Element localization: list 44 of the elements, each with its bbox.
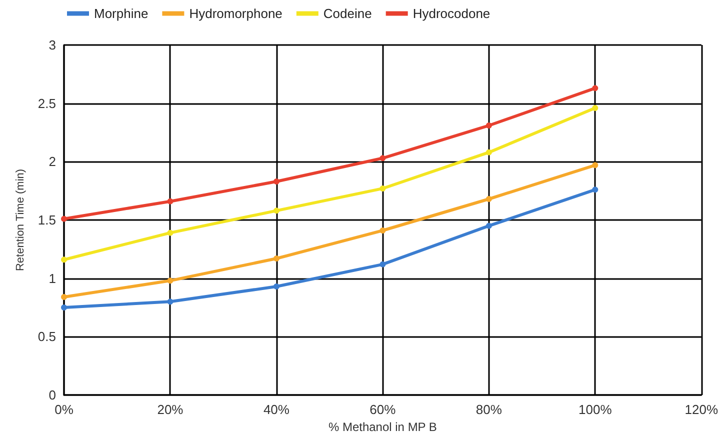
point — [380, 228, 386, 234]
y-tick-label: 0.5 — [38, 329, 56, 344]
x-tick-label: 0% — [54, 402, 74, 417]
point — [273, 208, 280, 214]
y-axis-title: Retention Time (min) — [14, 168, 26, 272]
legend-label: Hydrocodone — [412, 6, 490, 21]
point — [167, 230, 174, 236]
point — [167, 278, 174, 284]
point — [167, 198, 174, 204]
point — [167, 298, 174, 305]
x-tick-label: 80% — [476, 402, 502, 417]
y-tick-label: 1.5 — [38, 212, 56, 228]
point — [592, 162, 598, 168]
point — [592, 186, 598, 193]
point — [273, 178, 280, 184]
point — [61, 294, 67, 300]
legend-label: Codeine — [323, 6, 372, 21]
x-tick-label: 40% — [263, 402, 290, 417]
legend-label: Morphine — [94, 6, 148, 21]
x-tick-label: 100% — [578, 402, 612, 417]
point — [486, 196, 492, 202]
point — [486, 122, 492, 128]
y-tick-label: 0 — [48, 388, 56, 402]
point — [486, 222, 492, 229]
point — [592, 85, 598, 92]
point — [380, 155, 386, 162]
x-tick-label: 120% — [684, 402, 718, 417]
x-tick-label: 60% — [370, 402, 396, 417]
y-tick-label: 2.5 — [38, 96, 56, 111]
point — [486, 149, 492, 156]
point — [273, 256, 280, 262]
y-tick-label: 1 — [48, 270, 56, 286]
y-tick-label: 3 — [48, 38, 56, 52]
x-axis-title: % Methanol in MP B — [328, 420, 437, 434]
point — [61, 304, 67, 310]
point — [61, 256, 67, 263]
y-tick-label: 2 — [48, 154, 56, 170]
point — [380, 261, 386, 268]
point — [273, 284, 280, 290]
point — [592, 105, 598, 111]
x-tick-label: 20% — [157, 402, 184, 417]
legend-label: Hydromorphone — [189, 6, 282, 21]
point — [380, 186, 386, 192]
point — [61, 216, 67, 222]
